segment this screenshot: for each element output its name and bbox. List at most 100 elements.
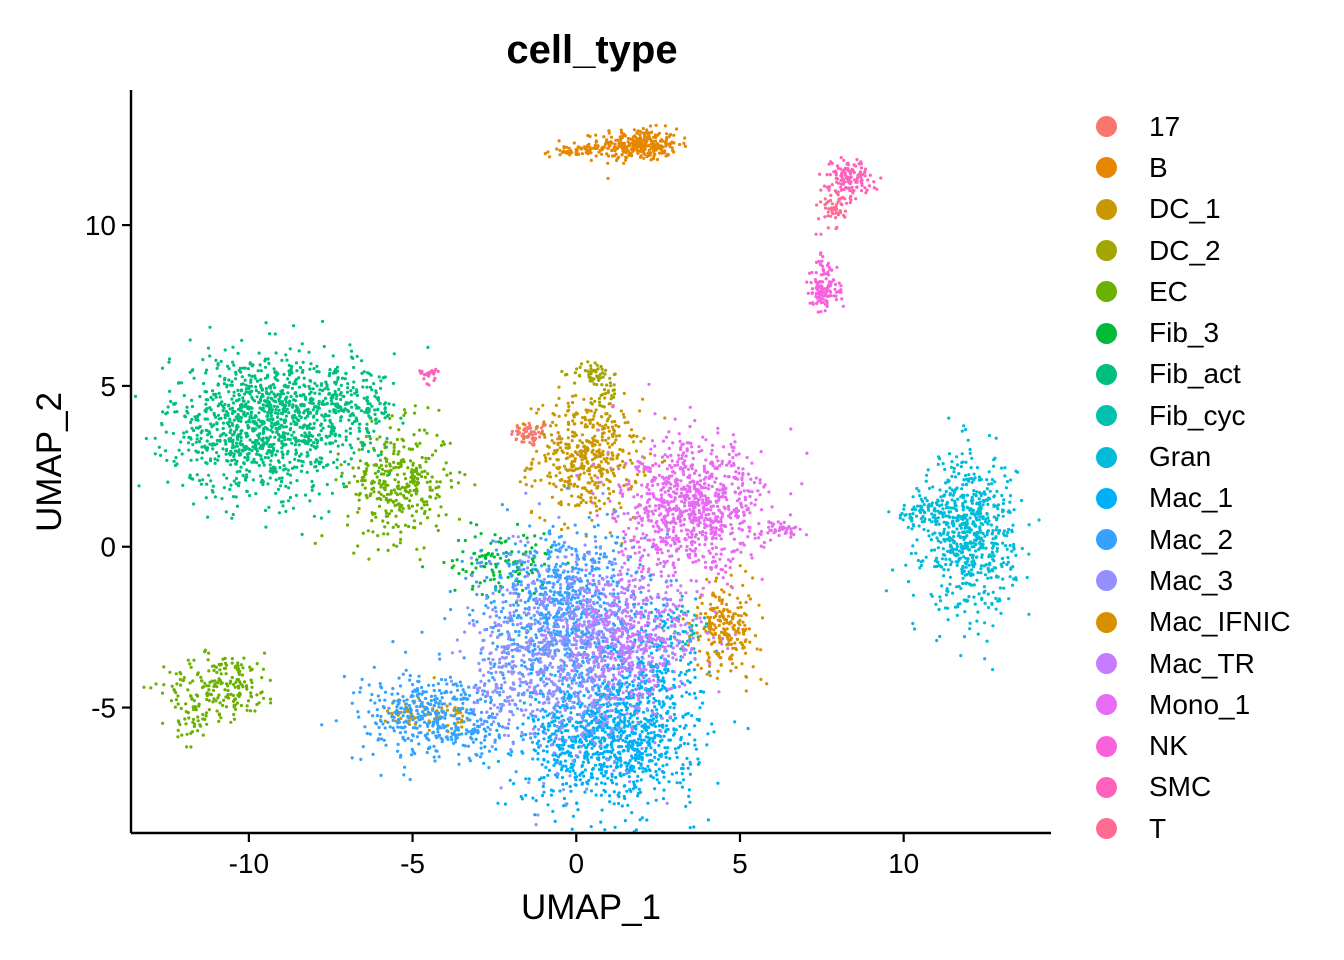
data-point bbox=[439, 505, 443, 509]
data-point bbox=[276, 378, 280, 382]
data-point bbox=[573, 482, 577, 486]
data-point bbox=[310, 443, 314, 447]
data-point bbox=[643, 749, 648, 753]
data-point bbox=[315, 384, 319, 388]
data-point bbox=[199, 436, 203, 441]
data-point bbox=[261, 444, 265, 448]
data-point bbox=[942, 568, 946, 572]
data-point bbox=[961, 576, 965, 580]
data-point bbox=[621, 738, 625, 743]
data-point bbox=[349, 355, 354, 359]
data-point bbox=[370, 419, 374, 423]
data-point bbox=[681, 714, 685, 718]
data-point bbox=[396, 452, 400, 456]
data-point bbox=[608, 381, 613, 385]
data-point bbox=[576, 152, 580, 156]
data-point bbox=[266, 357, 270, 361]
data-point bbox=[589, 825, 593, 829]
data-point bbox=[384, 498, 388, 502]
data-point bbox=[309, 396, 313, 400]
data-point bbox=[688, 692, 692, 696]
data-point bbox=[194, 440, 198, 444]
data-point bbox=[656, 757, 661, 761]
data-point bbox=[612, 383, 616, 387]
data-point bbox=[891, 568, 895, 572]
data-point bbox=[542, 790, 546, 794]
data-point bbox=[242, 462, 246, 466]
data-point bbox=[239, 419, 243, 423]
data-point bbox=[967, 595, 971, 599]
data-point bbox=[605, 138, 609, 142]
data-point bbox=[306, 453, 310, 457]
data-point bbox=[254, 385, 258, 389]
data-point bbox=[612, 720, 616, 724]
data-point bbox=[680, 772, 684, 776]
data-point bbox=[348, 431, 352, 435]
data-point bbox=[616, 801, 621, 806]
data-point bbox=[298, 365, 303, 370]
data-point bbox=[680, 604, 685, 608]
data-point bbox=[581, 416, 585, 420]
data-point bbox=[390, 414, 394, 418]
data-point bbox=[337, 387, 341, 391]
data-point bbox=[694, 747, 699, 751]
data-point bbox=[947, 452, 952, 456]
data-point bbox=[980, 555, 984, 559]
data-point bbox=[250, 416, 254, 420]
data-point bbox=[576, 495, 581, 499]
data-point bbox=[261, 667, 265, 671]
data-point bbox=[607, 143, 611, 147]
data-point bbox=[1014, 576, 1018, 580]
data-point bbox=[216, 363, 220, 367]
data-point bbox=[529, 426, 533, 430]
data-point bbox=[226, 411, 230, 415]
data-point bbox=[605, 765, 609, 769]
data-point bbox=[230, 675, 234, 680]
data-point bbox=[241, 685, 245, 689]
data-point bbox=[647, 759, 652, 763]
data-point bbox=[1011, 583, 1015, 587]
data-point bbox=[966, 599, 970, 603]
data-point bbox=[887, 510, 891, 514]
data-point bbox=[684, 804, 688, 809]
data-point bbox=[571, 394, 575, 398]
data-point bbox=[593, 411, 597, 415]
data-point bbox=[994, 607, 998, 611]
data-point bbox=[547, 768, 552, 773]
data-point bbox=[245, 708, 249, 712]
data-point bbox=[209, 422, 213, 426]
data-point bbox=[939, 599, 943, 603]
data-point bbox=[319, 438, 324, 442]
data-point bbox=[268, 332, 272, 336]
data-point bbox=[293, 391, 297, 395]
data-point bbox=[438, 480, 442, 484]
data-point bbox=[598, 423, 602, 427]
data-point bbox=[1012, 508, 1016, 512]
data-point bbox=[985, 498, 990, 502]
data-point bbox=[961, 581, 965, 586]
data-point bbox=[555, 458, 559, 462]
data-point bbox=[632, 128, 637, 132]
data-point bbox=[630, 811, 634, 815]
data-point bbox=[983, 589, 987, 593]
data-point bbox=[313, 465, 317, 469]
data-point bbox=[299, 469, 303, 473]
data-point bbox=[624, 761, 628, 765]
data-point bbox=[945, 502, 949, 506]
data-point bbox=[987, 519, 991, 523]
data-point bbox=[970, 560, 974, 564]
data-point bbox=[211, 389, 215, 393]
data-point bbox=[600, 438, 605, 442]
data-point bbox=[297, 385, 302, 389]
data-point bbox=[162, 683, 166, 687]
data-point bbox=[903, 513, 907, 517]
data-point bbox=[257, 425, 261, 429]
data-point bbox=[192, 707, 196, 712]
data-point bbox=[603, 774, 607, 778]
data-point bbox=[419, 498, 423, 502]
data-point bbox=[622, 465, 626, 469]
data-point bbox=[278, 465, 282, 470]
data-point bbox=[672, 133, 676, 137]
data-point bbox=[562, 484, 567, 488]
data-point bbox=[266, 411, 270, 415]
